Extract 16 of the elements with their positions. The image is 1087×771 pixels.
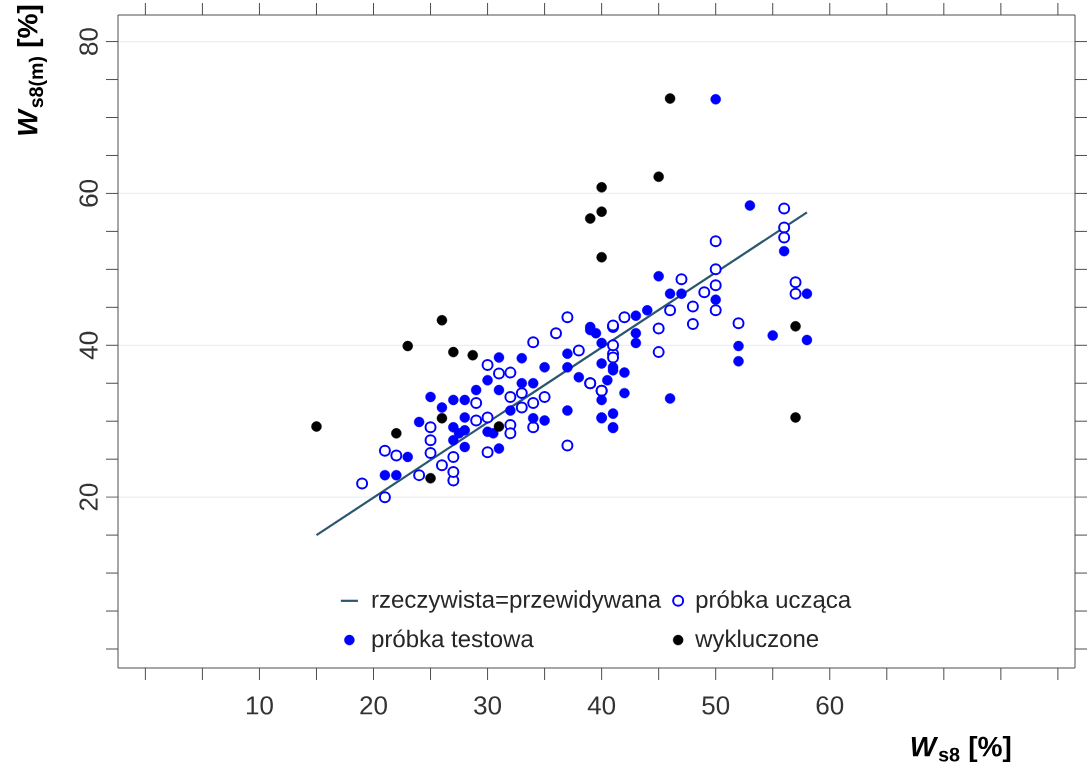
x-tick-label: 60 — [816, 696, 844, 715]
x-tick-label: 10 — [246, 696, 273, 715]
y-tick-label: 80 — [79, 28, 98, 55]
y-tick-label: 40 — [79, 331, 98, 360]
y-tick-label: 20 — [79, 483, 98, 511]
x-tick-label: 50 — [702, 696, 730, 715]
legend-label: próbka ucząca — [696, 590, 852, 613]
legend-label: rzeczywista=przewidywana — [372, 590, 662, 613]
x-tick-label: 20 — [360, 696, 387, 715]
y-axis-title: W$_{s8(m)}$ [%] — [17, 5, 47, 135]
x-tick-label: 40 — [587, 696, 616, 715]
y-tick-label: 60 — [79, 180, 98, 207]
x-tick-label: 30 — [474, 696, 502, 715]
x-axis-title: W$_{s8}$ [%] — [911, 735, 1011, 763]
legend-label: próbka testowa — [372, 629, 534, 653]
legend-label: wykluczone — [695, 629, 819, 652]
